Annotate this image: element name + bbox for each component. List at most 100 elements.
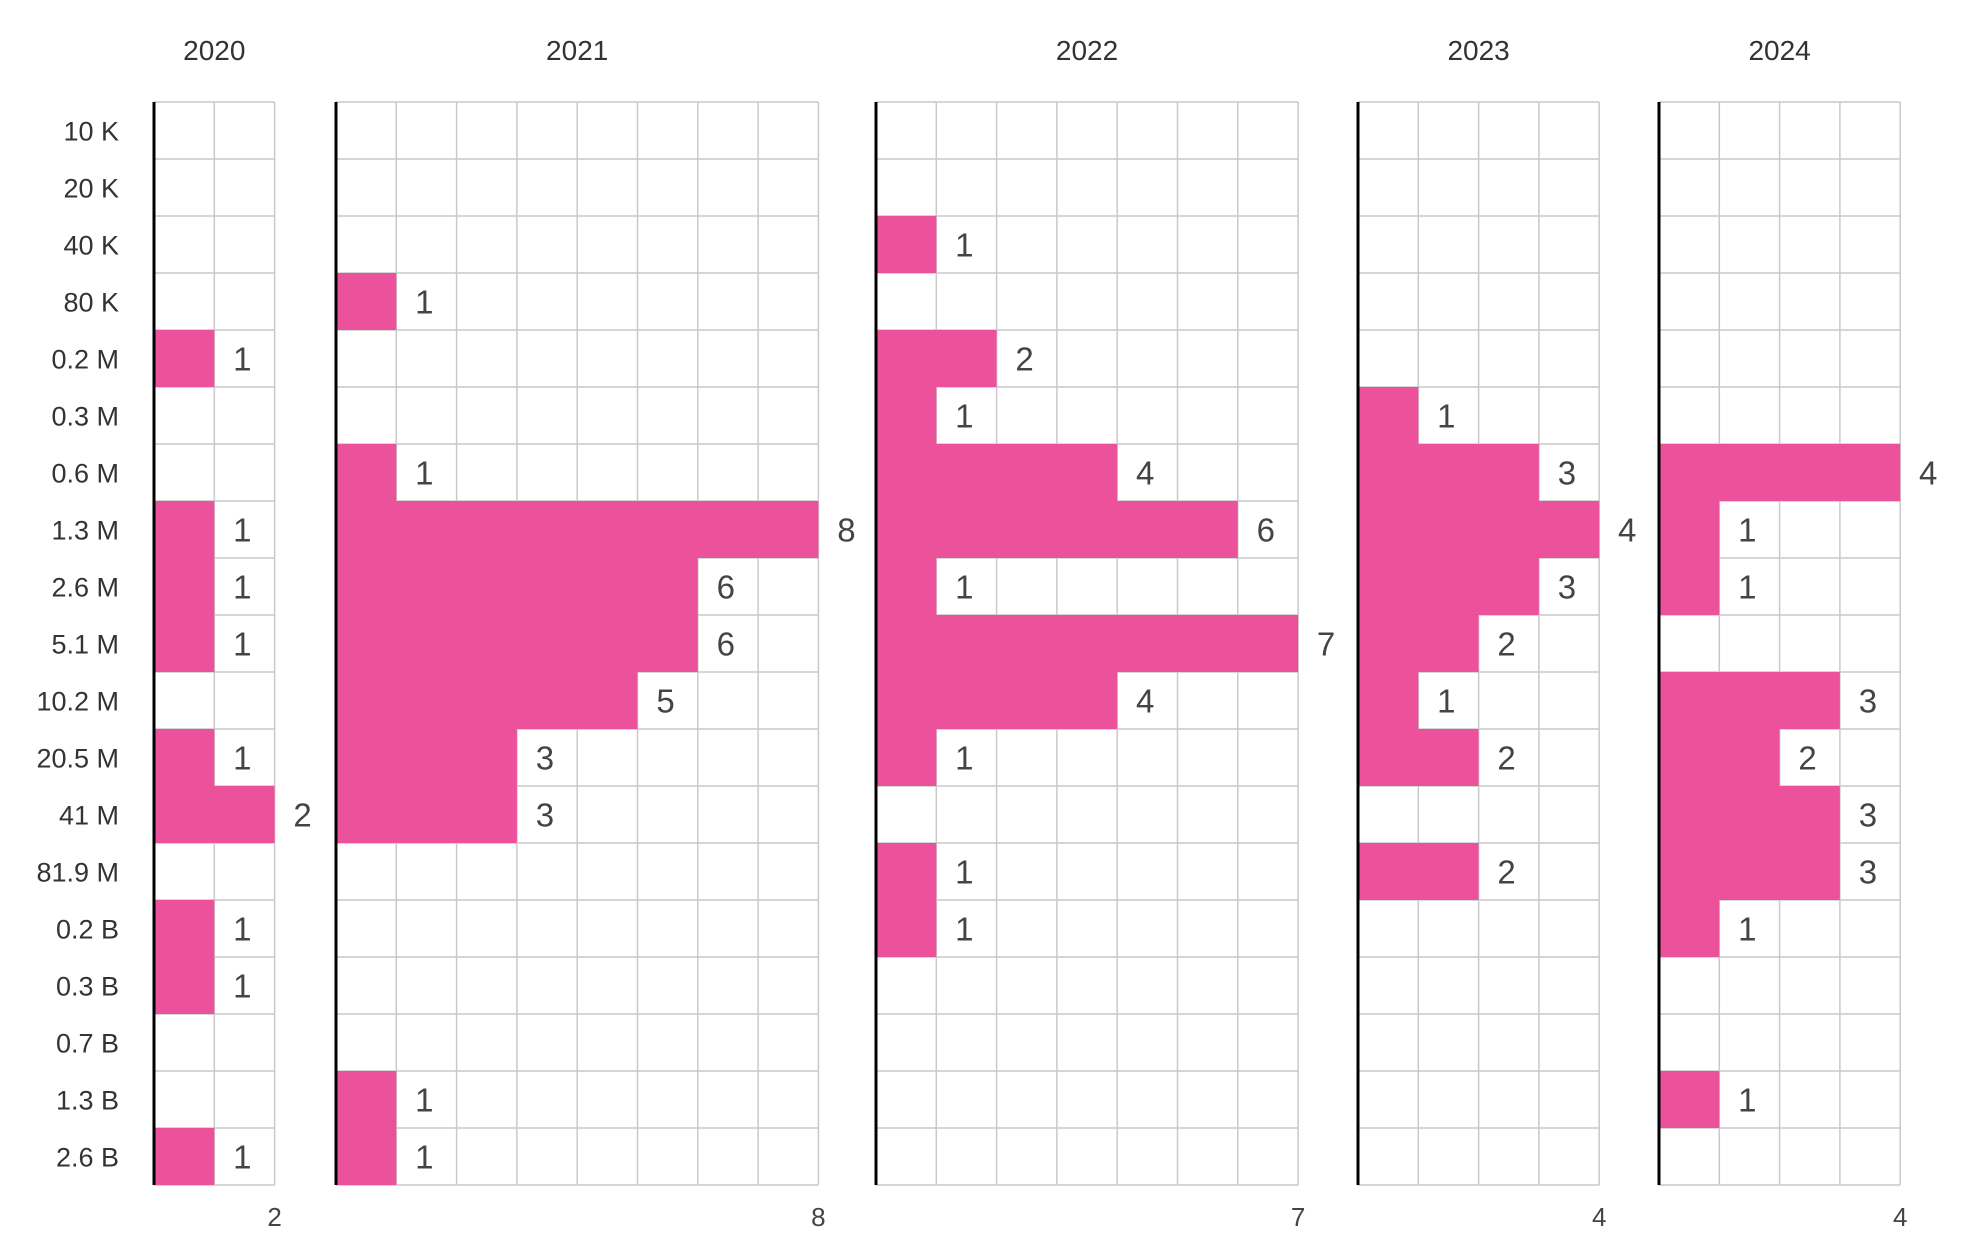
grid [154, 101, 276, 1186]
row-label: 0.3 B [56, 972, 119, 1002]
bar-fill [336, 444, 397, 501]
count-label: 5 [656, 683, 674, 720]
bar-fill [336, 1128, 397, 1185]
row-labels: 10 K 20 K 40 K 80 K 0.2 M 0.3 M 0.6 M 1.3 M 2.6 … [36, 117, 119, 1173]
row-label: 20 K [63, 174, 119, 204]
count-label: 1 [233, 1139, 251, 1176]
row-label: 0.2 B [56, 915, 119, 945]
year-panels: 2020111112111220211186653311820221214617… [152, 35, 1937, 1232]
count-label: 1 [233, 569, 251, 606]
row-label: 2.6 B [56, 1143, 119, 1173]
count-label: 1 [1738, 512, 1756, 549]
count-label: 4 [1919, 455, 1937, 492]
bar-fill [154, 330, 215, 387]
bar-fill [336, 1071, 397, 1128]
bar-fill [154, 900, 215, 957]
count-label: 2 [1497, 854, 1515, 891]
count-label: 4 [1136, 455, 1154, 492]
count-label: 3 [536, 740, 554, 777]
panel-2024: 2024 4 1 1 3 2 3 3 1 1 4 [1657, 35, 1937, 1232]
row-label: 0.6 M [51, 459, 119, 489]
count-label: 1 [233, 512, 251, 549]
count-label: 8 [837, 512, 855, 549]
bar-fill [1659, 444, 1901, 501]
count-label: 1 [233, 341, 251, 378]
bar-fill [1358, 444, 1539, 501]
panel-title: 2020 [183, 35, 245, 66]
bar-fill [876, 216, 937, 273]
row-label: 0.3 M [51, 402, 119, 432]
row-label: 41 M [59, 801, 119, 831]
bar-fill [336, 273, 397, 330]
bar-fill [336, 786, 517, 843]
bar-fill [1358, 729, 1479, 786]
panel-2023: 2023 1 3 4 3 2 1 2 2 4 [1356, 35, 1636, 1232]
row-label: 10.2 M [36, 687, 119, 717]
count-label: 3 [1558, 455, 1576, 492]
bar-fill [876, 843, 937, 900]
count-label: 2 [1497, 740, 1515, 777]
bar-fill [1358, 615, 1479, 672]
row-label: 81.9 M [36, 858, 119, 888]
count-label: 7 [1317, 626, 1335, 663]
bar-fill [876, 387, 937, 444]
bar-fill [876, 729, 937, 786]
count-label: 1 [233, 968, 251, 1005]
bar-fill [1659, 558, 1720, 615]
panel-2021: 2021 1 1 8 6 6 5 3 3 1 1 8 [334, 35, 856, 1232]
count-label: 1 [233, 626, 251, 663]
count-label: 1 [955, 227, 973, 264]
count-label: 2 [293, 797, 311, 834]
bar-fill [876, 444, 1118, 501]
count-label: 1 [233, 740, 251, 777]
count-label: 1 [415, 284, 433, 321]
count-label: 3 [1558, 569, 1576, 606]
row-label: 2.6 M [51, 573, 119, 603]
bar-fill [1358, 843, 1479, 900]
count-label: 3 [536, 797, 554, 834]
count-label: 1 [415, 1139, 433, 1176]
count-label: 1 [233, 911, 251, 948]
bar-fill [154, 615, 215, 672]
bar-fill [336, 672, 638, 729]
bar-fill [1358, 558, 1539, 615]
count-label: 1 [955, 854, 973, 891]
row-label: 10 K [63, 117, 119, 147]
bar-fill [876, 672, 1118, 729]
count-label: 3 [1859, 797, 1877, 834]
count-label: 1 [415, 1082, 433, 1119]
count-label: 2 [1497, 626, 1515, 663]
bar-fill [876, 558, 937, 615]
bar-fill [876, 615, 1299, 672]
bar-fill [154, 501, 215, 558]
bar-fill [1659, 672, 1840, 729]
row-label: 1.3 M [51, 516, 119, 546]
axis-max-label: 2 [267, 1202, 281, 1232]
bar-fill [154, 1128, 215, 1185]
axis-max-label: 4 [1893, 1202, 1907, 1232]
bar-fill [154, 957, 215, 1014]
count-label: 1 [955, 740, 973, 777]
bar-fill [1659, 900, 1720, 957]
count-label: 6 [1257, 512, 1275, 549]
row-label: 1.3 B [56, 1086, 119, 1116]
bar-fill [336, 501, 819, 558]
count-label: 6 [717, 626, 735, 663]
row-label: 80 K [63, 288, 119, 318]
count-label: 1 [1437, 683, 1455, 720]
count-label: 2 [1798, 740, 1816, 777]
bar-fill [154, 729, 215, 786]
panel-2022: 2022 1 2 1 4 6 1 7 4 1 1 1 7 [874, 35, 1335, 1232]
bar-fill [1358, 501, 1600, 558]
bar-fill [876, 501, 1238, 558]
bar-fill [336, 558, 698, 615]
count-label: 1 [955, 398, 973, 435]
row-label: 0.7 B [56, 1029, 119, 1059]
bar-fill [1659, 729, 1780, 786]
bar-fill [154, 786, 275, 843]
row-label: 40 K [63, 231, 119, 261]
count-label: 4 [1618, 512, 1636, 549]
count-label: 1 [1738, 911, 1756, 948]
